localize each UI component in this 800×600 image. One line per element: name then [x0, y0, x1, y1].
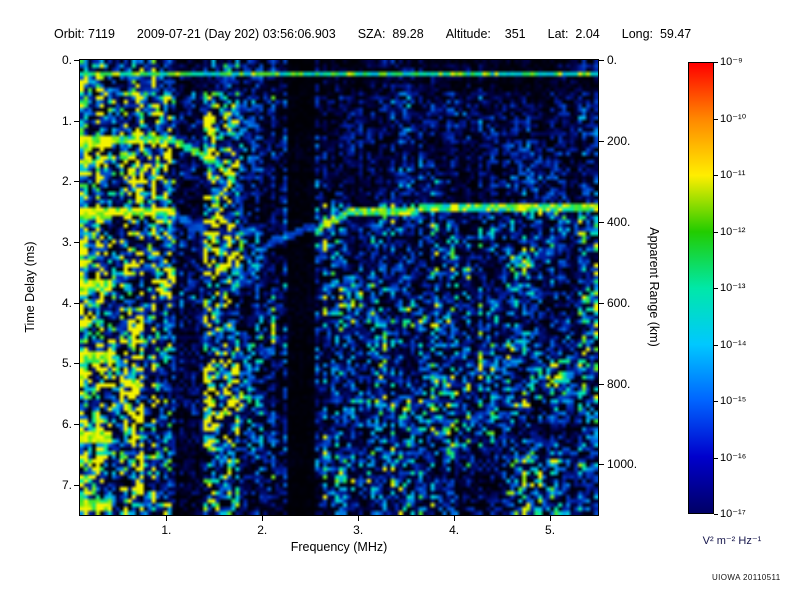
y2-axis-title: Apparent Range (km)	[647, 227, 661, 347]
colorbar	[688, 62, 714, 514]
colorbar-tick-label: 10⁻¹³	[720, 282, 746, 294]
y-axis-tick	[74, 242, 80, 243]
y2-axis-tick-label: 800.	[607, 376, 631, 391]
y-axis-tick-label: 4.	[61, 295, 72, 310]
x-axis-tick	[262, 515, 264, 521]
x-axis-tick-label: 3.	[353, 523, 364, 537]
longitude-value: Long: 59.47	[621, 27, 692, 41]
colorbar-tick	[714, 175, 718, 176]
colorbar-tick	[714, 118, 718, 120]
y2-axis-tick-label: 600.	[607, 295, 631, 310]
y2-axis-tick	[598, 302, 604, 304]
colorbar-tick	[714, 288, 718, 289]
y-axis-tick-label: 5.	[61, 356, 72, 371]
colorbar-tick	[714, 457, 718, 459]
colorbar-tick	[714, 231, 718, 233]
colorbar-tick-label: 10⁻¹²	[720, 225, 746, 238]
y-axis-tick-label: 0.	[61, 53, 72, 67]
x-axis-tick	[454, 515, 456, 521]
sza-value: SZA: 89.28	[357, 27, 424, 41]
y-axis-tick-label: 2.	[61, 174, 72, 189]
y2-axis-tick-label: 400.	[607, 214, 631, 229]
colorbar-tick	[714, 344, 718, 346]
colorbar-tick-label: 10⁻⁹	[720, 56, 743, 68]
y2-axis-tick-label: 1000.	[607, 457, 638, 472]
watermark: UIOWA 20110511	[712, 573, 781, 582]
spectrogram-canvas	[80, 60, 598, 515]
orbit-value: Orbit: 7119	[54, 27, 115, 41]
y-axis-tick	[74, 424, 80, 425]
altitude-value: Altitude: 351	[445, 27, 526, 41]
x-axis-tick	[358, 515, 360, 521]
y2-axis-tick	[598, 140, 604, 142]
x-axis-tick-label: 1.	[161, 523, 172, 537]
colorbar-tick-label: 10⁻¹⁰	[720, 112, 747, 125]
y2-axis-tick	[598, 383, 604, 385]
y-axis-tick	[74, 302, 80, 304]
y-axis-tick-label: 6.	[61, 417, 72, 431]
colorbar-tick	[714, 401, 718, 402]
y-axis-tick	[74, 120, 80, 122]
y-axis-tick-label: 3.	[61, 235, 72, 249]
y2-axis-tick	[598, 60, 604, 61]
y-axis-tick	[74, 484, 80, 486]
colorbar-tick-label: 10⁻¹⁵	[720, 395, 747, 407]
x-axis-tick-label: 5.	[545, 523, 556, 537]
header-info: Orbit: 7119 2009-07-21 (Day 202) 03:56:0…	[54, 27, 691, 41]
y-axis-title: Time Delay (ms)	[23, 241, 37, 333]
colorbar-tick-label: 10⁻¹⁴	[720, 338, 747, 351]
x-axis-tick-label: 4.	[449, 523, 460, 537]
colorbar-tick	[714, 62, 718, 63]
x-axis-tick-label: 2.	[257, 523, 268, 537]
y2-axis-tick-label: 0.	[607, 53, 618, 67]
y-axis-tick	[74, 181, 80, 183]
x-axis-tick	[550, 515, 552, 521]
colorbar-unit-label: V² m⁻² Hz⁻¹	[702, 535, 762, 547]
y-axis-tick	[74, 60, 80, 61]
y-axis-tick	[74, 363, 80, 365]
y2-axis-tick	[598, 221, 604, 223]
y-axis-tick-label: 7.	[61, 477, 72, 492]
colorbar-tick-label: 10⁻¹¹	[720, 169, 746, 181]
colorbar-tick-label: 10⁻¹⁷	[720, 508, 746, 520]
colorbar-tick-label: 10⁻¹⁶	[720, 451, 747, 464]
datetime-value: 2009-07-21 (Day 202) 03:56:06.903	[136, 27, 336, 41]
x-axis-title: Frequency (MHz)	[290, 540, 388, 554]
x-axis-tick	[166, 515, 168, 521]
colorbar-tick	[714, 514, 718, 515]
latitude-value: Lat: 2.04	[547, 27, 600, 41]
y-axis-tick-label: 1.	[61, 113, 72, 128]
y2-axis-tick-label: 200.	[607, 133, 631, 148]
y2-axis-tick	[598, 464, 604, 466]
